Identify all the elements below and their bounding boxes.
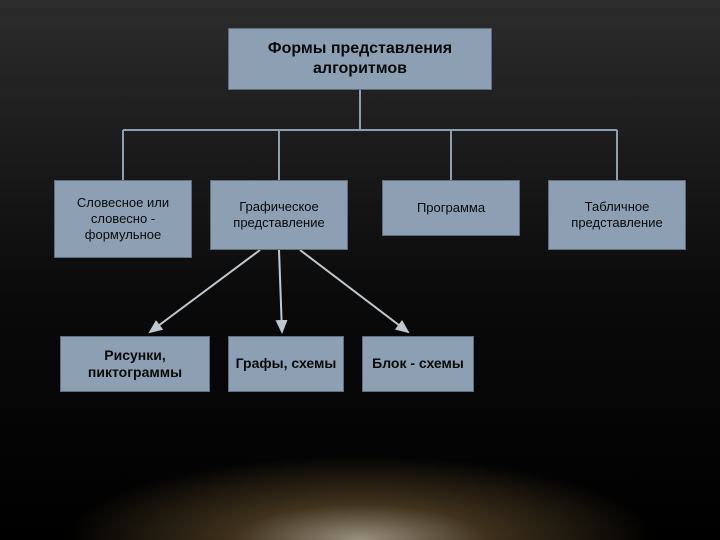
node-blocks: Блок - схемы xyxy=(362,336,474,392)
node-label-pictograms: Рисунки, пиктограммы xyxy=(67,347,203,382)
node-graphic: Графическое представление xyxy=(210,180,348,250)
node-label-verbal: Словесное или словесно - формульное xyxy=(61,195,185,244)
node-label-program: Программа xyxy=(417,200,485,216)
diagram-stage: Формы представления алгоритмов Словесное… xyxy=(0,0,720,540)
node-label-graphs: Графы, схемы xyxy=(236,355,337,373)
node-label-blocks: Блок - схемы xyxy=(372,355,464,373)
node-table: Табличное представление xyxy=(548,180,686,250)
node-label-table: Табличное представление xyxy=(555,199,679,232)
node-label-root: Формы представления алгоритмов xyxy=(235,39,485,79)
node-label-graphic: Графическое представление xyxy=(217,199,341,232)
node-verbal: Словесное или словесно - формульное xyxy=(54,180,192,258)
node-program: Программа xyxy=(382,180,520,236)
node-graphs: Графы, схемы xyxy=(228,336,344,392)
node-root: Формы представления алгоритмов xyxy=(228,28,492,90)
node-pictograms: Рисунки, пиктограммы xyxy=(60,336,210,392)
